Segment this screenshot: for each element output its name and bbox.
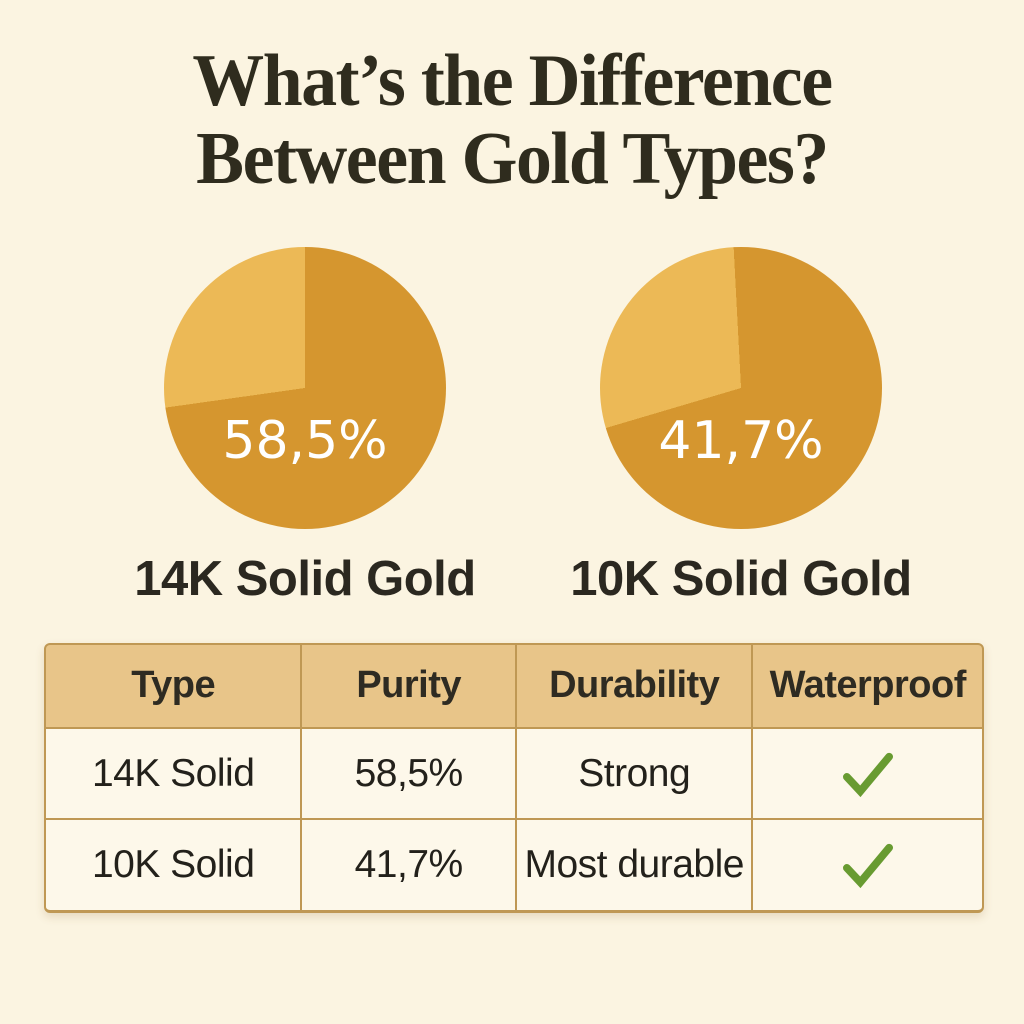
pie-chart-14k-gold: 58,5% [164, 247, 446, 529]
check-icon [839, 749, 897, 799]
infographic-title: What’s the Difference Between Gold Types… [0, 42, 1024, 198]
cell-row1-purity: 58,5% [302, 728, 515, 819]
title-line-2: Between Gold Types? [196, 118, 829, 200]
header-cell-waterproof: Waterproof [753, 645, 982, 727]
cell-row2-waterproof [753, 820, 982, 910]
pie-percent-label-14k: 58,5% [222, 411, 388, 471]
header-cell-durability: Durability [516, 645, 752, 727]
check-icon [839, 840, 897, 890]
pie-caption-14k-gold: 14K Solid Gold [134, 552, 476, 606]
cell-row1-waterproof [753, 728, 982, 819]
pie-chart-10k-gold: 41,7% [600, 247, 882, 529]
cell-row2-type: 10K Solid [46, 820, 301, 910]
title-line-1: What’s the Difference [192, 40, 833, 122]
pie-percent-label-10k: 41,7% [658, 411, 824, 471]
cell-row1-type: 14K Solid [46, 728, 301, 819]
cell-row2-durability: Most durable [516, 820, 752, 910]
cell-row2-purity: 41,7% [302, 820, 515, 910]
pie-caption-10k-gold: 10K Solid Gold [570, 552, 912, 606]
header-cell-purity: Purity [302, 645, 515, 727]
header-cell-type: Type [46, 645, 301, 727]
comparison-table: Type Purity Durability Waterproof 14K So… [44, 643, 984, 913]
cell-row1-durability: Strong [516, 728, 752, 819]
